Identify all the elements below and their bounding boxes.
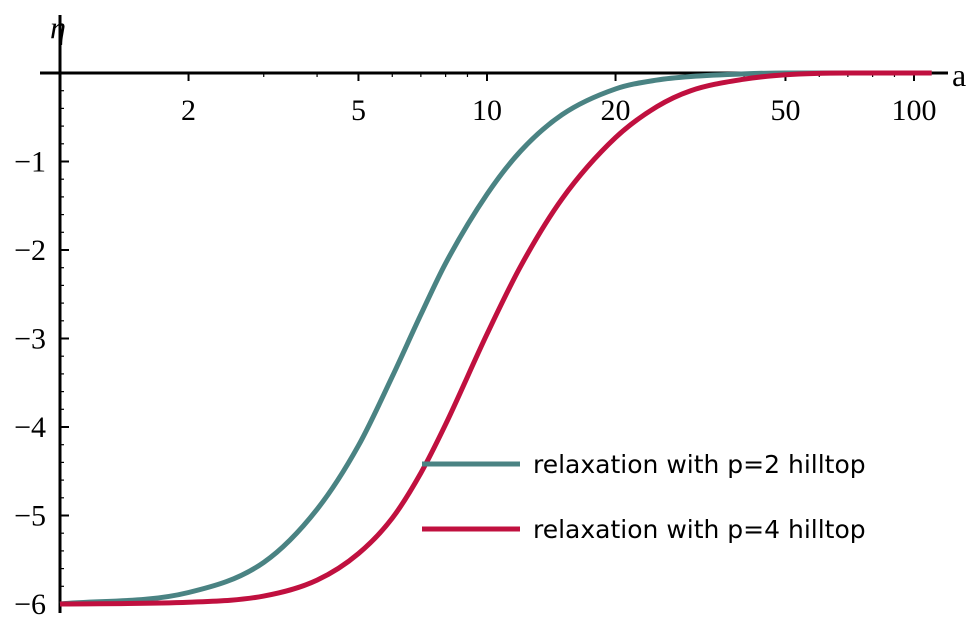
y-tick-label: −5 bbox=[14, 500, 46, 533]
x-axis-label: a bbox=[952, 57, 966, 93]
x-tick-label: 50 bbox=[770, 94, 800, 127]
y-tick-label: −1 bbox=[14, 146, 46, 179]
y-tick-label: −2 bbox=[14, 234, 46, 267]
y-tick-label: −4 bbox=[14, 411, 46, 444]
y-axis-label: η bbox=[50, 9, 66, 45]
x-tick-label: 10 bbox=[472, 94, 502, 127]
x-tick-label: 5 bbox=[351, 94, 366, 127]
series-line-p4 bbox=[59, 70, 932, 607]
series-lines bbox=[59, 70, 932, 607]
legend-label-p4: relaxation with p=4 hilltop bbox=[533, 515, 866, 544]
x-tick-label: 100 bbox=[892, 94, 937, 127]
x-tick-label: 2 bbox=[181, 94, 196, 127]
y-tick-label: −3 bbox=[14, 323, 46, 356]
legend: relaxation with p=2 hilltop relaxation w… bbox=[422, 450, 866, 544]
ticks: 2 5 10 20 50 100 −1 −2 −3 −4 −5 −6 bbox=[14, 72, 937, 621]
x-tick-label: 20 bbox=[601, 94, 631, 127]
y-tick-label: −6 bbox=[14, 588, 46, 621]
legend-label-p2: relaxation with p=2 hilltop bbox=[533, 450, 866, 479]
